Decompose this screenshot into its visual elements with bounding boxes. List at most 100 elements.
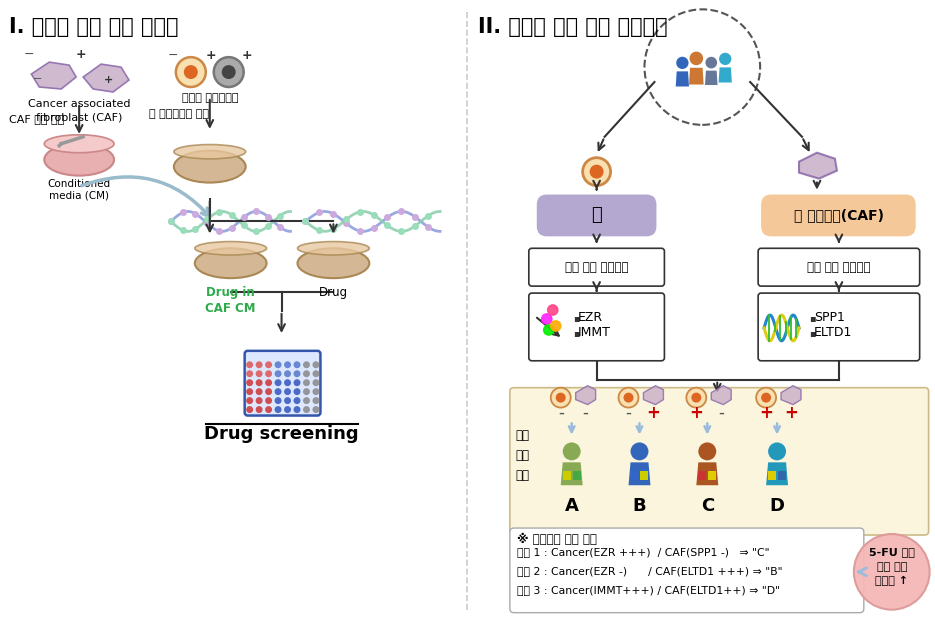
Circle shape: [284, 361, 291, 368]
Circle shape: [698, 443, 716, 460]
Circle shape: [255, 361, 263, 368]
Polygon shape: [697, 463, 718, 485]
Circle shape: [689, 51, 703, 65]
Circle shape: [284, 370, 291, 377]
Circle shape: [719, 53, 731, 65]
Polygon shape: [676, 71, 689, 86]
Ellipse shape: [297, 249, 369, 278]
Text: -: -: [558, 404, 564, 421]
Circle shape: [284, 379, 291, 386]
Circle shape: [676, 57, 688, 69]
Text: −: −: [33, 74, 42, 84]
Point: [545, 305, 560, 315]
Polygon shape: [712, 386, 731, 404]
Circle shape: [312, 406, 320, 413]
Text: C: C: [700, 497, 714, 515]
FancyBboxPatch shape: [761, 195, 915, 237]
Text: ▪: ▪: [572, 328, 580, 338]
Circle shape: [246, 370, 253, 377]
Text: -: -: [718, 404, 725, 421]
Text: +: +: [759, 404, 773, 421]
Circle shape: [303, 370, 310, 377]
FancyBboxPatch shape: [510, 387, 928, 535]
Circle shape: [303, 406, 310, 413]
Circle shape: [686, 387, 706, 408]
Circle shape: [294, 406, 300, 413]
Bar: [572, 471, 581, 480]
Text: EZR: EZR: [578, 312, 603, 324]
Text: 암: 암: [591, 207, 602, 225]
Circle shape: [294, 361, 300, 368]
Circle shape: [769, 443, 786, 460]
Text: 약물
내성
예측: 약물 내성 예측: [516, 429, 530, 482]
Text: 내성 관련 생체지표: 내성 관련 생체지표: [807, 260, 870, 274]
Text: II. 항암제 반응 예측 생체지표: II. 항암제 반응 예측 생체지표: [478, 18, 668, 38]
Circle shape: [312, 388, 320, 395]
Text: +: +: [689, 404, 703, 421]
Polygon shape: [781, 386, 801, 404]
Circle shape: [275, 379, 281, 386]
Circle shape: [246, 388, 253, 395]
Ellipse shape: [194, 249, 266, 278]
Circle shape: [266, 406, 272, 413]
Text: 환자 3 : Cancer(IMMT+++) / CAF(ELTD1++) ⇒ "D": 환자 3 : Cancer(IMMT+++) / CAF(ELTD1++) ⇒ …: [517, 585, 780, 595]
Polygon shape: [643, 386, 664, 404]
Text: Drug screening: Drug screening: [204, 426, 359, 443]
Polygon shape: [628, 463, 651, 485]
Text: IMMT: IMMT: [578, 326, 611, 339]
Text: ▪: ▪: [572, 313, 580, 323]
Bar: [630, 471, 639, 480]
Polygon shape: [719, 68, 732, 83]
Polygon shape: [705, 71, 717, 85]
Text: A: A: [565, 497, 579, 515]
Text: +: +: [206, 49, 216, 61]
Text: ELTD1: ELTD1: [814, 326, 853, 339]
Circle shape: [691, 393, 701, 403]
Circle shape: [294, 397, 300, 404]
Circle shape: [312, 379, 320, 386]
Point: [541, 325, 556, 335]
Circle shape: [266, 388, 272, 395]
Text: Cancer associated
fibroblast (CAF): Cancer associated fibroblast (CAF): [28, 99, 130, 122]
Circle shape: [312, 370, 320, 377]
Text: 환자 1 : Cancer(EZR +++)  / CAF(SPP1 -)   ⇒ "C": 환자 1 : Cancer(EZR +++) / CAF(SPP1 -) ⇒ "…: [517, 547, 770, 557]
Text: +: +: [76, 48, 86, 61]
FancyBboxPatch shape: [758, 249, 920, 286]
Circle shape: [184, 65, 198, 79]
Text: Drug: Drug: [319, 286, 348, 299]
Ellipse shape: [297, 242, 369, 255]
Text: 암 미세환경(CAF): 암 미세환경(CAF): [794, 208, 884, 222]
Circle shape: [266, 379, 272, 386]
FancyBboxPatch shape: [758, 293, 920, 361]
Polygon shape: [576, 386, 596, 404]
Text: ▪: ▪: [809, 328, 815, 338]
Circle shape: [266, 361, 272, 368]
Circle shape: [303, 361, 310, 368]
Text: SPP1: SPP1: [814, 312, 845, 324]
Bar: [769, 471, 776, 480]
Text: -: -: [626, 404, 631, 421]
Text: ▪: ▪: [809, 313, 815, 323]
Circle shape: [303, 397, 310, 404]
Polygon shape: [799, 153, 837, 178]
Point: [539, 314, 554, 324]
Circle shape: [303, 388, 310, 395]
Ellipse shape: [174, 145, 246, 159]
Polygon shape: [766, 463, 788, 485]
Circle shape: [255, 388, 263, 395]
FancyBboxPatch shape: [529, 293, 665, 361]
Text: −: −: [167, 49, 179, 61]
FancyBboxPatch shape: [529, 249, 665, 286]
Text: 5-FU 치료
내성 발생
가능성 ↑: 5-FU 치료 내성 발생 가능성 ↑: [869, 547, 914, 587]
Bar: [778, 471, 786, 480]
Circle shape: [644, 9, 760, 125]
Text: I. 항암제 내성 평가 시험법: I. 항암제 내성 평가 시험법: [9, 18, 179, 38]
Text: B: B: [633, 497, 646, 515]
Circle shape: [275, 397, 281, 404]
Circle shape: [312, 361, 320, 368]
Circle shape: [246, 397, 253, 404]
Circle shape: [590, 165, 604, 178]
Circle shape: [761, 393, 771, 403]
Circle shape: [294, 370, 300, 377]
Text: ※ 생체지표 활용 예시: ※ 생체지표 활용 예시: [517, 533, 597, 546]
